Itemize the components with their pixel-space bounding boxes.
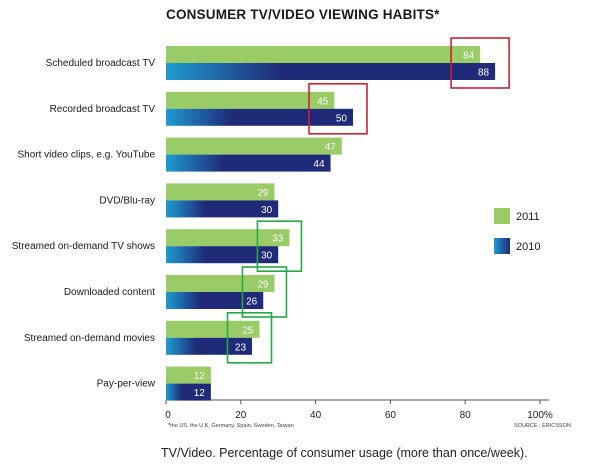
bar-2010-label: 12	[194, 388, 206, 399]
bar-2011-label: 84	[463, 51, 475, 62]
bar-2010	[166, 383, 211, 401]
highlight-box	[256, 220, 303, 272]
bar-2010-label: 23	[235, 342, 247, 353]
chart-title: CONSUMER TV/VIDEO VIEWING HABITS*	[166, 7, 440, 22]
category-label: Recorded broadcast TV	[50, 104, 156, 115]
x-tick-label: 100%	[527, 410, 553, 421]
x-tick-label: 0	[165, 410, 171, 421]
category-label: Downloaded content	[64, 287, 155, 298]
x-tick-label: 20	[235, 410, 247, 421]
bar-2010-label: 50	[336, 113, 348, 124]
bar-2011	[166, 91, 335, 109]
bar-2010-label: 44	[313, 159, 325, 170]
category-label: Short video clips, e.g. YouTube	[18, 150, 156, 161]
x-tick-label: 40	[310, 410, 322, 421]
bar-2011-label: 29	[257, 188, 269, 199]
category-label: Streamed on-demand TV shows	[12, 241, 155, 252]
bar-2011-label: 29	[257, 280, 269, 291]
bar-2010-label: 30	[261, 251, 273, 262]
legend-swatch	[494, 238, 510, 254]
legend-label: 2010	[516, 241, 540, 253]
category-label: Scheduled broadcast TV	[46, 58, 156, 69]
bar-2011-label: 45	[317, 96, 329, 107]
legend-label: 2011	[516, 211, 540, 223]
x-tick-label: 80	[460, 410, 472, 421]
bar-2010	[166, 200, 279, 218]
legend-swatch	[494, 208, 510, 224]
highlight-box	[450, 37, 510, 89]
bar-2010	[166, 292, 264, 309]
bar-2011	[166, 46, 481, 63]
bar-2011-label: 47	[325, 142, 337, 153]
bar-2011-label: 12	[194, 371, 206, 382]
bar-2010	[166, 108, 353, 126]
bar-2011	[166, 229, 290, 247]
figure-caption: TV/Video. Percentage of consumer usage (…	[161, 446, 528, 460]
bar-2011-label: 25	[242, 325, 254, 336]
chart-footnote: *the US, the U.K, Germany, Spain, Sweden…	[168, 423, 294, 429]
bar-2010	[166, 246, 279, 264]
bar-2010	[166, 154, 331, 172]
highlight-box	[241, 266, 288, 318]
highlight-box	[308, 83, 368, 135]
bar-2011	[166, 275, 275, 292]
bar-2010	[166, 337, 253, 355]
bar-2011	[166, 137, 342, 155]
bar-2010-label: 88	[478, 68, 490, 79]
bar-2010	[166, 63, 496, 80]
bar-2011	[166, 366, 211, 384]
bar-2010-label: 30	[261, 205, 273, 216]
bar-2011	[166, 320, 260, 338]
bar-2011-label: 33	[272, 234, 284, 245]
category-label: DVD/Blu-ray	[99, 195, 155, 206]
chart-source: SOURCE : ERICSSON	[514, 423, 571, 429]
category-label: Streamed on-demand movies	[24, 333, 155, 344]
bar-2011	[166, 183, 275, 201]
bar-2010-label: 26	[246, 297, 258, 308]
category-label: Pay-per-view	[97, 379, 156, 390]
x-tick-label: 60	[385, 410, 397, 421]
highlight-box	[226, 311, 273, 364]
